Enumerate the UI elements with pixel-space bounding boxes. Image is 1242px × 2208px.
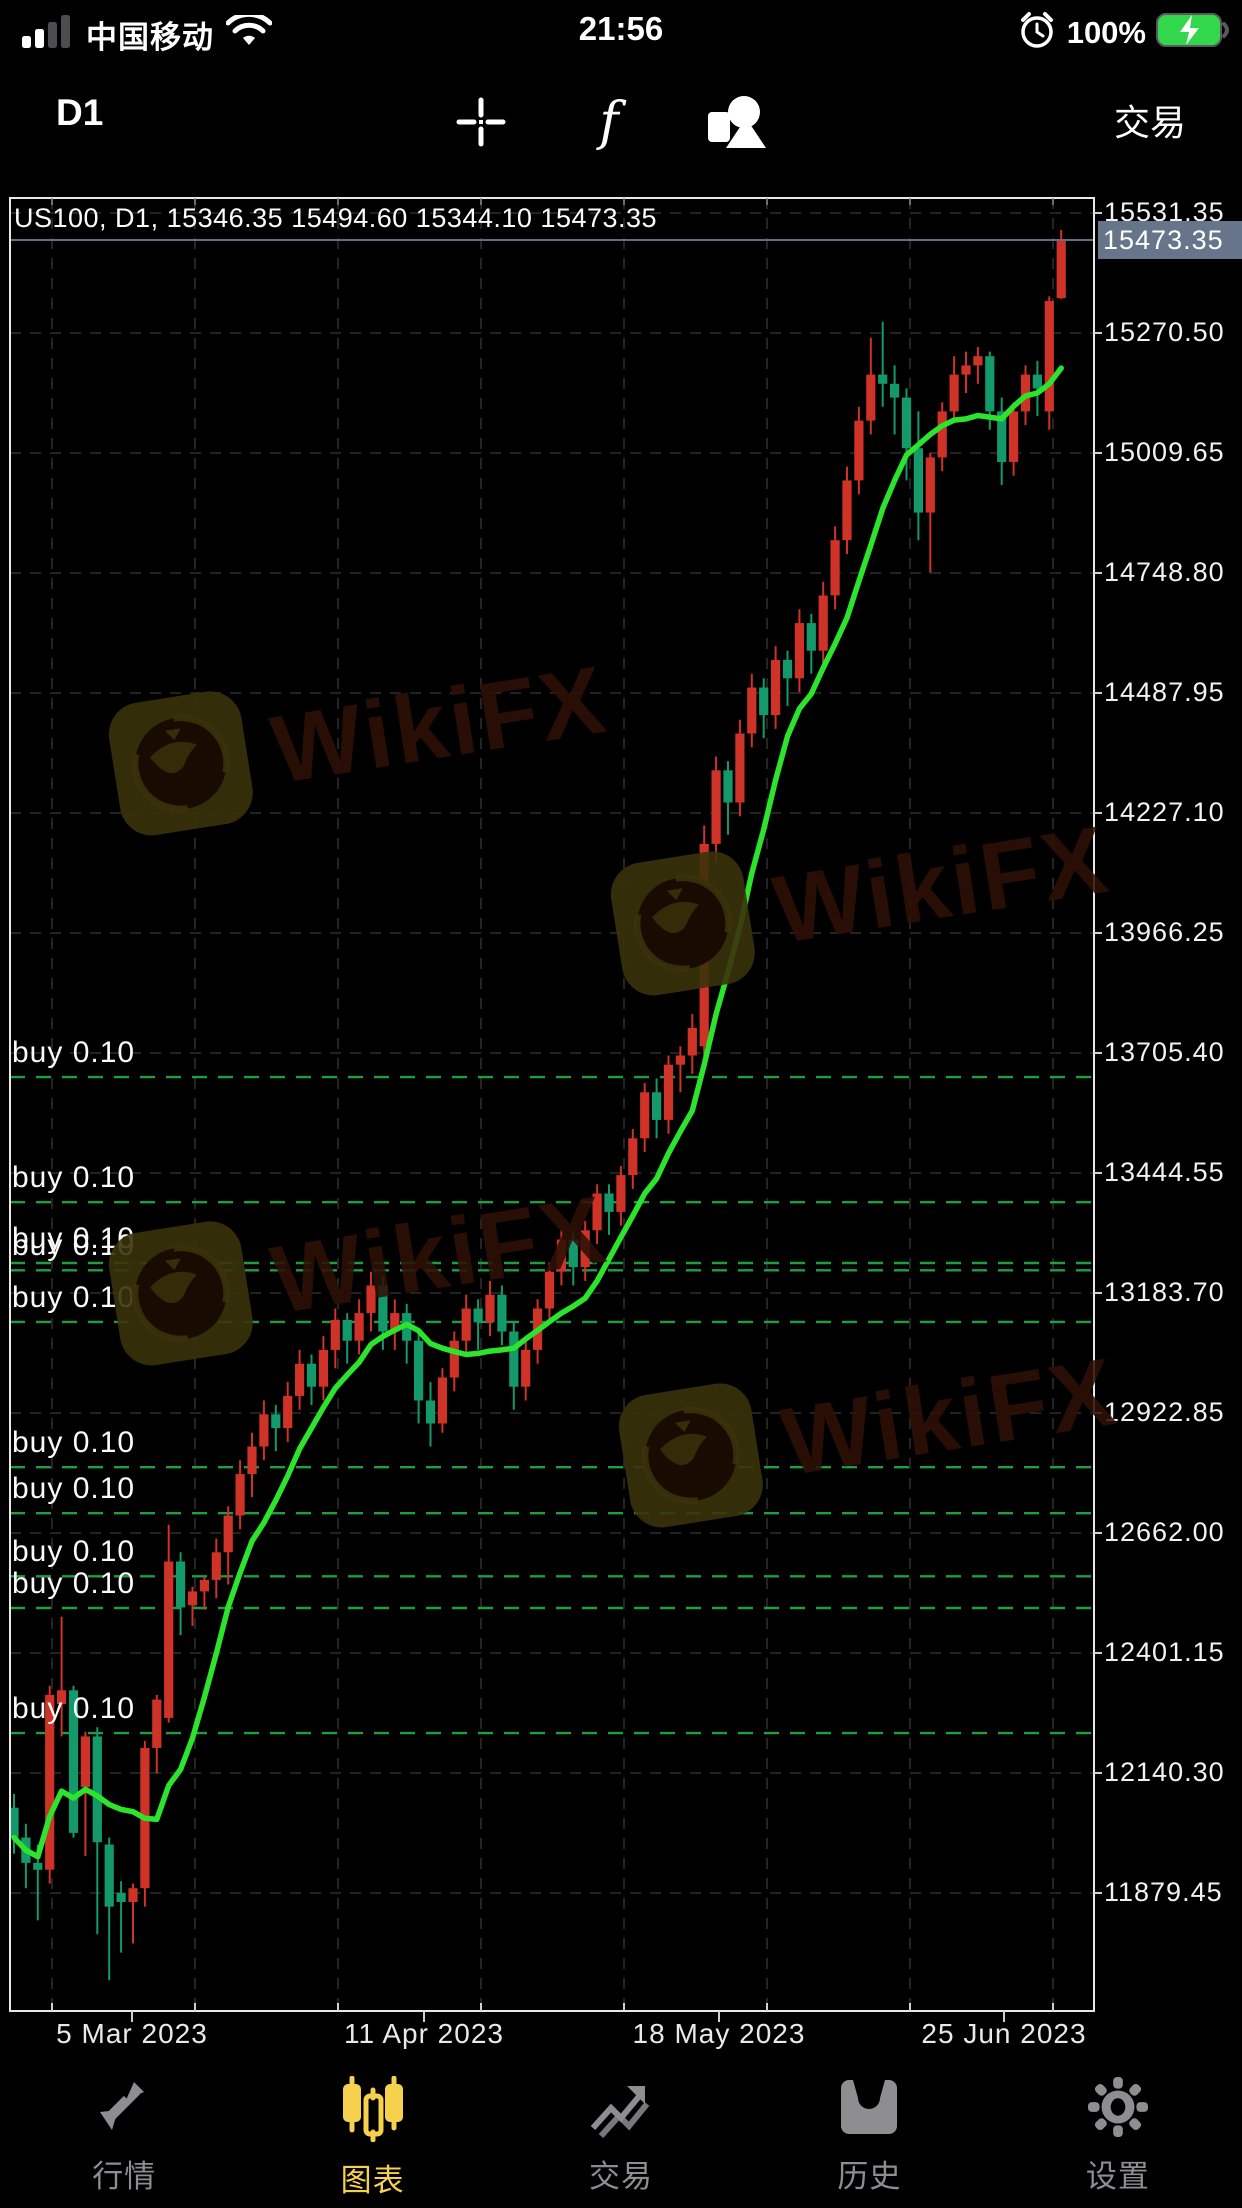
battery-percent: 100% bbox=[1066, 14, 1146, 50]
crosshair-icon[interactable] bbox=[445, 80, 517, 164]
wifi-icon bbox=[225, 11, 273, 54]
tab-trade[interactable]: 交易 bbox=[497, 2062, 745, 2208]
trade-trend-icon bbox=[589, 2076, 653, 2143]
price-axis-label: 14487.95 bbox=[1104, 677, 1225, 707]
tab-label: 图表 bbox=[340, 2163, 405, 2198]
price-axis-label: 13183.70 bbox=[1104, 1277, 1225, 1307]
buy-order-label: buy 0.10 bbox=[12, 1426, 136, 1460]
history-archive-icon bbox=[837, 2076, 901, 2143]
buy-order-label: buy 0.10 bbox=[12, 1280, 136, 1314]
settings-gear-icon bbox=[1086, 2076, 1150, 2143]
quotes-arrows-icon bbox=[92, 2076, 156, 2143]
function-icon[interactable]: f bbox=[599, 92, 619, 152]
price-axis-label: 14748.80 bbox=[1104, 557, 1225, 587]
chart-objects-icon[interactable] bbox=[701, 80, 773, 164]
ohlc-header: US100, D1, 15346.35 15494.60 15344.10 15… bbox=[14, 203, 658, 233]
price-axis-label: 15270.50 bbox=[1104, 317, 1225, 347]
price-axis-label: 12662.00 bbox=[1104, 1517, 1225, 1548]
trade-button[interactable]: 交易 bbox=[1113, 102, 1186, 143]
price-axis-label: 15009.65 bbox=[1104, 437, 1225, 467]
buy-order-label: buy 0.10 bbox=[12, 1229, 136, 1263]
tab-charts[interactable]: 图表 bbox=[248, 2062, 496, 2208]
buy-order-label: buy 0.10 bbox=[12, 1036, 136, 1070]
tab-label: 行情 bbox=[92, 2159, 157, 2194]
tab-settings[interactable]: 设置 bbox=[994, 2062, 1242, 2208]
tab-history[interactable]: 历史 bbox=[745, 2062, 993, 2208]
tab-label: 设置 bbox=[1085, 2159, 1150, 2194]
alarm-clock-icon bbox=[1017, 10, 1057, 55]
tab-quotes[interactable]: 行情 bbox=[0, 2062, 248, 2208]
date-axis-label: 25 Jun 2023 bbox=[921, 2018, 1087, 2049]
date-axis-label: 5 Mar 2023 bbox=[56, 2018, 208, 2049]
candlestick-chart-icon bbox=[340, 2075, 406, 2147]
current-price-tag: 15473.35 bbox=[1098, 221, 1242, 259]
battery-charging-icon bbox=[1156, 11, 1230, 54]
date-axis-label: 11 Apr 2023 bbox=[344, 2018, 504, 2049]
price-axis-label: 12140.30 bbox=[1104, 1757, 1225, 1788]
buy-order-label: buy 0.10 bbox=[12, 1567, 136, 1600]
carrier-label: 中国移动 bbox=[86, 20, 214, 55]
price-axis-label: 13705.40 bbox=[1104, 1037, 1225, 1067]
tab-label: 历史 bbox=[837, 2159, 902, 2194]
buy-order-label: buy 0.10 bbox=[12, 1472, 136, 1506]
price-axis-label: 13444.55 bbox=[1104, 1157, 1225, 1187]
buy-order-label: buy 0.10 bbox=[12, 1535, 136, 1569]
price-axis-label: 12922.85 bbox=[1104, 1397, 1225, 1427]
status-bar: 中国移动 21:56 100% bbox=[0, 0, 1242, 62]
bottom-tab-bar: 行情 图表 bbox=[0, 2062, 1242, 2208]
tab-label: 交易 bbox=[589, 2159, 654, 2194]
price-axis-label: 14227.10 bbox=[1104, 797, 1225, 827]
price-axis-label: 11879.45 bbox=[1104, 1877, 1223, 1908]
clock-time: 21:56 bbox=[578, 10, 664, 47]
timeframe-button[interactable]: D1 bbox=[56, 92, 104, 133]
date-axis-label: 18 May 2023 bbox=[632, 2018, 806, 2049]
price-axis-label: 13966.25 bbox=[1104, 917, 1225, 947]
chart-toolbar: D1 f 交易 bbox=[0, 62, 1242, 190]
buy-order-label: buy 0.10 bbox=[12, 1161, 136, 1195]
signal-bars-icon bbox=[22, 14, 74, 55]
price-axis-label: 12401.15 bbox=[1104, 1637, 1225, 1668]
buy-order-label: buy 0.10 bbox=[12, 1692, 136, 1726]
